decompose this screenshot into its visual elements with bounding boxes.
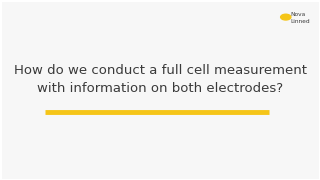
Circle shape (281, 14, 291, 20)
Text: How do we conduct a full cell measurement
with information on both electrodes?: How do we conduct a full cell measuremen… (13, 64, 307, 95)
Text: Nova
Linned: Nova Linned (290, 12, 309, 24)
